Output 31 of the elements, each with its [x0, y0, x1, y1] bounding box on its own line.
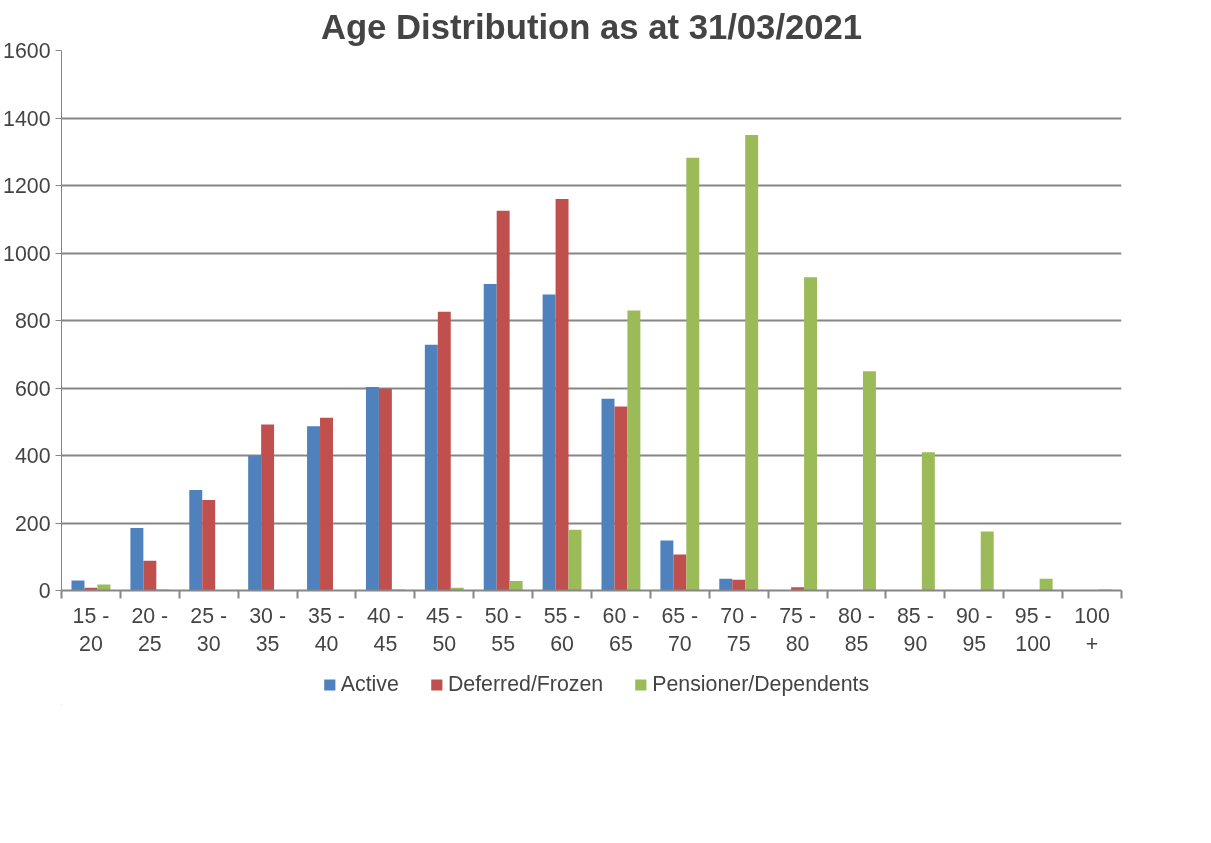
x-tick-label: 30 - 35 [249, 603, 286, 657]
x-tick-label: 20 - 25 [131, 603, 169, 657]
legend-label: Pensioner/Dependents [652, 671, 870, 697]
x-tick-label: 15 - 20 [72, 603, 110, 657]
y-tick-label: 200 [14, 511, 51, 536]
x-tick-label: 25 - 30 [190, 603, 228, 657]
y-tick-label: 400 [14, 444, 51, 468]
y-tick-label: 1400 [3, 106, 51, 131]
y-tick-label: 1600 [3, 39, 51, 63]
x-tick-label: 80 - 85 [838, 603, 875, 657]
legend-label: Active [340, 671, 399, 697]
x-tick-label: 45 - 50 [425, 603, 463, 657]
legend-label: Deferred/Frozen [447, 671, 604, 697]
y-tick-label: 600 [14, 376, 51, 401]
x-tick-label: 100 + [1074, 603, 1110, 657]
x-tick-label: 35 - 40 [308, 603, 345, 657]
y-tick-label: 1000 [3, 241, 51, 266]
x-tick-label: 50 - 55 [484, 603, 522, 657]
x-tick-label: 75 - 80 [779, 603, 816, 657]
x-tick-label: 85 - 90 [897, 603, 934, 657]
chart-title: Age Distribution as at 31/03/2021 [320, 7, 863, 46]
y-tick-label: 0 [38, 579, 51, 603]
x-tick-label: 70 - 75 [720, 603, 758, 657]
y-tick-label: 800 [14, 309, 51, 333]
x-tick-label: 55 - 60 [543, 603, 581, 657]
x-tick-label: 95 - 100 [1014, 603, 1052, 657]
x-tick-label: 90 - 95 [955, 603, 993, 657]
x-tick-label: 40 - 45 [367, 603, 404, 657]
y-tick-label: 1200 [3, 174, 51, 198]
x-tick-label: 65 - 70 [661, 603, 699, 657]
x-tick-label: 60 - 65 [602, 603, 640, 657]
